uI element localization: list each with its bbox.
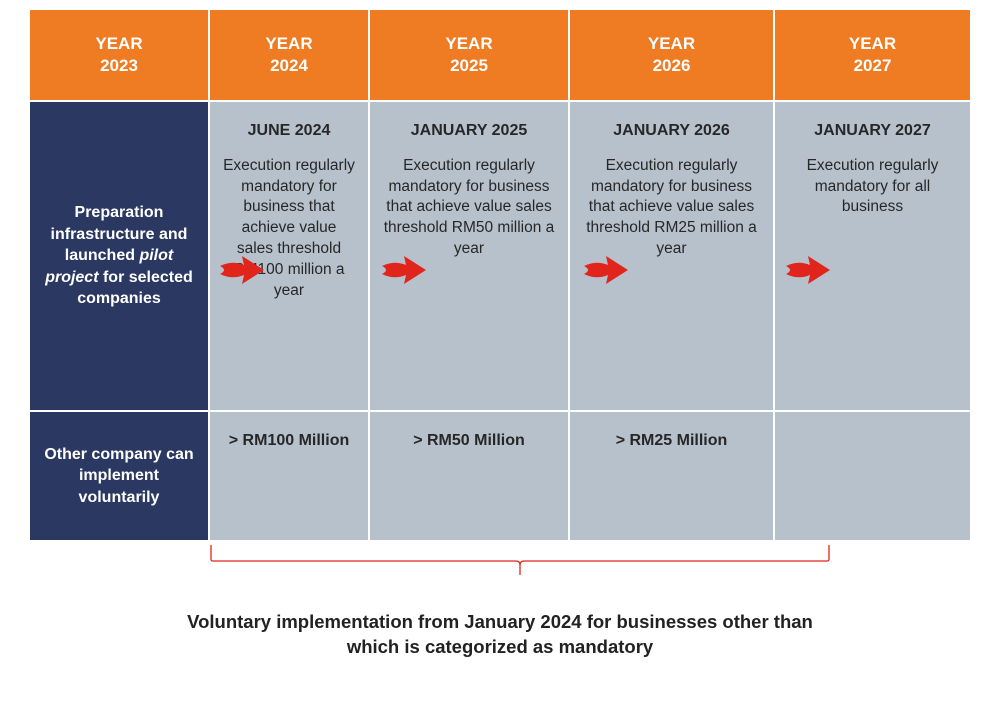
- header-2025: YEAR 2025: [370, 10, 570, 100]
- milestone-body: Execution regularly mandatory for busine…: [586, 157, 757, 258]
- header-2027: YEAR 2027: [775, 10, 970, 100]
- footer-note: Voluntary implementation from January 20…: [0, 610, 1000, 660]
- progress-arrow-icon: [784, 252, 832, 288]
- header-line2: 2023: [100, 55, 138, 77]
- milestone-date: JANUARY 2026: [582, 120, 761, 142]
- side-voluntary: Other company can implement voluntarily: [30, 412, 210, 540]
- header-line2: 2025: [450, 55, 488, 77]
- side-preparation: Preparation infrastructure and launched …: [30, 102, 210, 410]
- timeline-table: YEAR 2023 YEAR 2024 YEAR 2025 YEAR 2026 …: [30, 10, 970, 540]
- threshold-row: Other company can implement voluntarily …: [30, 410, 970, 540]
- cell-2026-threshold: > RM25 Million: [570, 412, 775, 540]
- side-text: Preparation infrastructure and launched …: [44, 202, 194, 310]
- cell-2024-threshold: > RM100 Million: [210, 412, 370, 540]
- side-text: Other company can implement voluntarily: [44, 444, 194, 509]
- header-line1: YEAR: [265, 33, 312, 55]
- header-line1: YEAR: [648, 33, 695, 55]
- footer-line1: Voluntary implementation from January 20…: [187, 611, 813, 632]
- header-line1: YEAR: [849, 33, 896, 55]
- header-2023: YEAR 2023: [30, 10, 210, 100]
- milestone-date: JANUARY 2025: [382, 120, 556, 142]
- header-2026: YEAR 2026: [570, 10, 775, 100]
- cell-2027-threshold: [775, 412, 970, 540]
- footer-line2: which is categorized as mandatory: [347, 636, 653, 657]
- milestone-date: JANUARY 2027: [787, 120, 958, 142]
- threshold-value: > RM50 Million: [382, 430, 556, 452]
- cell-2025-threshold: > RM50 Million: [370, 412, 570, 540]
- bracket-icon: [210, 545, 830, 577]
- header-line1: YEAR: [95, 33, 142, 55]
- threshold-value: > RM100 Million: [222, 430, 356, 452]
- progress-arrow-icon: [582, 252, 630, 288]
- threshold-value: > RM25 Million: [582, 430, 761, 452]
- milestone-body: Execution regularly mandatory for busine…: [384, 157, 555, 258]
- progress-arrow-icon: [380, 252, 428, 288]
- header-2024: YEAR 2024: [210, 10, 370, 100]
- header-line2: 2027: [854, 55, 892, 77]
- progress-arrow-icon: [218, 252, 266, 288]
- header-line2: 2024: [270, 55, 308, 77]
- header-row: YEAR 2023 YEAR 2024 YEAR 2025 YEAR 2026 …: [30, 10, 970, 100]
- header-line1: YEAR: [445, 33, 492, 55]
- milestone-date: JUNE 2024: [222, 120, 356, 142]
- milestone-body: Execution regularly mandatory for all bu…: [807, 157, 939, 216]
- header-line2: 2026: [653, 55, 691, 77]
